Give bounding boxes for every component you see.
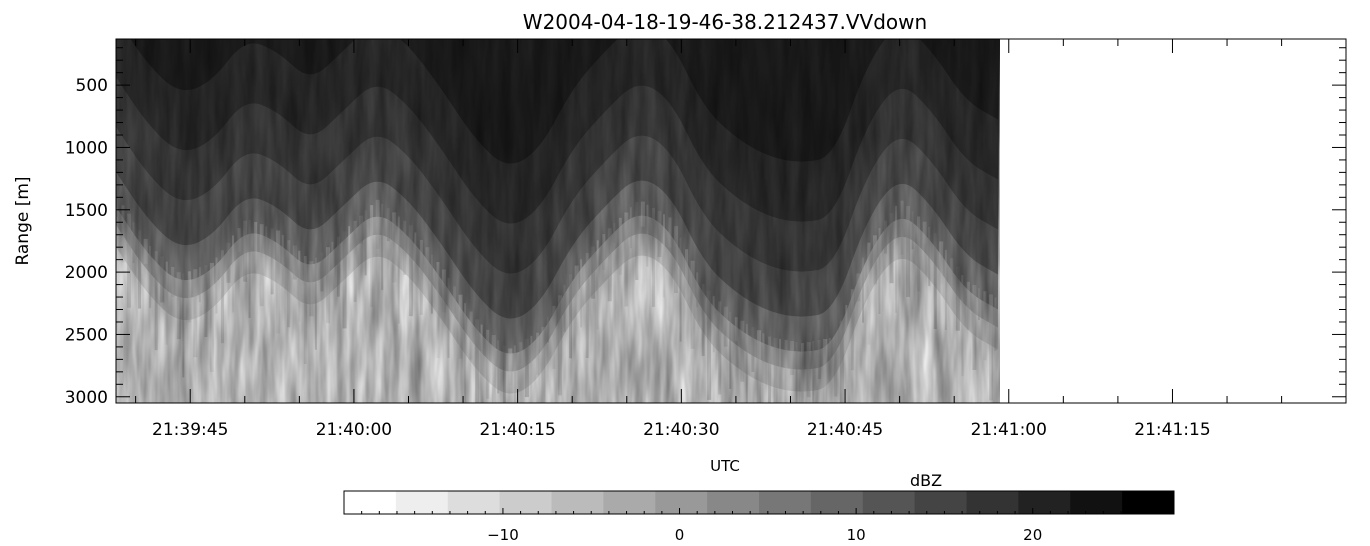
colorbar-swatch (914, 491, 967, 514)
colorbar-swatch (1018, 491, 1071, 514)
colorbar-swatch (707, 491, 760, 514)
x-axis-ticks: 21:39:45 21:40:00 21:40:15 21:40:30 21:40:45… (135, 39, 1283, 440)
x-tick-label: 21:41:15 (1134, 420, 1210, 440)
colorbar-tick-label: 20 (1023, 526, 1042, 544)
colorbar-swatch (395, 491, 449, 514)
plot-area: 21:39:45 21:40:00 21:40:15 21:40:30 21:40:45… (65, 38, 1347, 440)
colorbar-swatch (1122, 491, 1175, 514)
y-axis-ticks: 500 1000 1500 2000 2500 3000 (65, 47, 1346, 408)
colorbar-swatch (551, 491, 604, 514)
heatmap-image (116, 39, 1001, 403)
x-tick-label: 21:40:45 (807, 420, 883, 440)
colorbar: −10 0 10 20 (343, 490, 1175, 544)
x-tick-label: 21:40:30 (643, 420, 719, 440)
plot-frame (115, 38, 1347, 404)
x-tick-label: 21:40:15 (479, 420, 555, 440)
y-axis-label: Range [m] (13, 176, 33, 265)
colorbar-swatch (862, 491, 916, 514)
y-tick-label: 3000 (65, 388, 108, 408)
colorbar-tick-label: −10 (487, 526, 519, 544)
y-tick-label: 2500 (65, 325, 108, 345)
x-tick-label: 21:41:00 (971, 420, 1047, 440)
colorbar-swatch (344, 491, 397, 514)
colorbar-swatch (655, 491, 708, 514)
colorbar-swatch (1070, 491, 1123, 514)
colorbar-swatch (447, 491, 501, 514)
y-tick-label: 2000 (65, 263, 108, 283)
y-tick-label: 1000 (65, 138, 108, 158)
colorbar-tick-label: 0 (675, 526, 685, 544)
heatmap-texture (116, 39, 1001, 403)
colorbar-tick-label: 10 (847, 526, 866, 544)
colorbar-swatch (966, 491, 1019, 514)
y-tick-label: 500 (76, 76, 108, 96)
x-axis-label: UTC (710, 457, 740, 475)
chart-title: W2004-04-18-19-46-38.212437.VVdown (523, 10, 927, 34)
colorbar-swatch (603, 491, 656, 514)
colorbar-swatch (759, 491, 812, 514)
x-tick-label: 21:40:00 (316, 420, 392, 440)
x-tick-label: 21:39:45 (152, 420, 228, 440)
colorbar-swatch (499, 491, 552, 514)
y-tick-label: 1500 (65, 201, 108, 221)
colorbar-swatch (810, 491, 864, 514)
colorbar-label: dBZ (910, 471, 942, 490)
colorbar-frame (343, 490, 1175, 515)
